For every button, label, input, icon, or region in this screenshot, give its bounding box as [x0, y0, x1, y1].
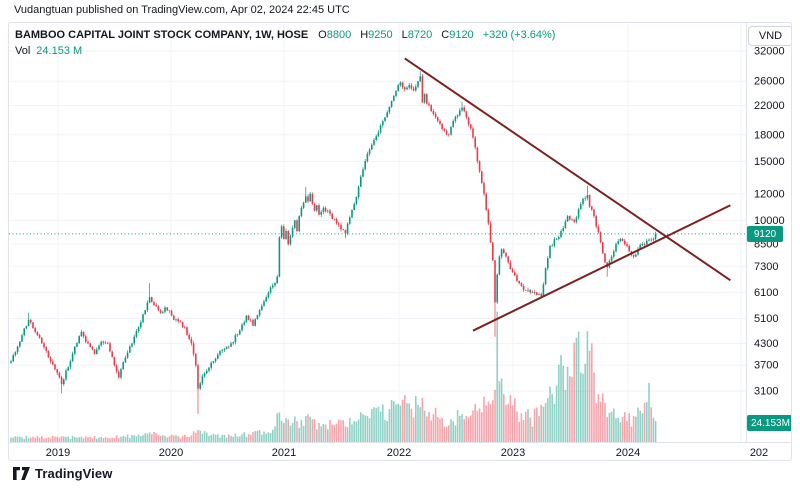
trendline-ascending-support[interactable] [472, 204, 731, 332]
svg-text:2023: 2023 [501, 447, 525, 459]
volume-bars [10, 311, 657, 442]
svg-text:4300: 4300 [754, 338, 778, 350]
attribution-text: Vudangtuan published on TradingView.com,… [14, 4, 350, 16]
svg-text:2024: 2024 [616, 447, 640, 459]
svg-text:15000: 15000 [754, 156, 785, 168]
svg-text:2020: 2020 [159, 447, 183, 459]
currency-button[interactable]: VND [748, 26, 791, 46]
candles [10, 70, 657, 414]
volume-label: Vol [15, 45, 31, 57]
price-axis-labels[interactable]: 3200026000220001800015000120001000085007… [754, 46, 785, 398]
svg-text:2021: 2021 [272, 447, 296, 459]
tradingview-logo-text: TradingView [35, 466, 113, 481]
svg-text:32000: 32000 [754, 46, 785, 58]
svg-text:2022: 2022 [387, 447, 411, 459]
tradingview-logo[interactable]: TradingView [13, 466, 112, 481]
low-value: L8720 [401, 29, 433, 41]
high-value: H9250 [360, 29, 393, 41]
svg-text:7300: 7300 [754, 261, 778, 273]
close-value: C9120 [441, 29, 474, 41]
chart-legend: BAMBOO CAPITAL JOINT STOCK COMPANY, 1W, … [15, 29, 555, 57]
svg-text:26000: 26000 [754, 76, 785, 88]
chart-card: 32000 26000 22000 18000 15000 12000 10000 8500 7… [8, 22, 792, 461]
last-price-badge: 9120 [747, 226, 783, 242]
tradingview-logo-icon [13, 467, 30, 480]
volume-legend: Vol 24.153 M [15, 45, 555, 57]
open-value: O8800 [318, 29, 352, 41]
trendline-descending-resistance[interactable] [404, 57, 731, 282]
svg-text:22000: 22000 [754, 100, 785, 112]
last-volume-badge: 24.153M [747, 415, 791, 431]
svg-text:10000: 10000 [754, 215, 785, 227]
chart-area[interactable]: 32000 26000 22000 18000 15000 12000 10000 8500 7… [9, 23, 791, 460]
svg-text:2019: 2019 [46, 447, 70, 459]
svg-text:12000: 12000 [754, 188, 785, 200]
change-value: +320 (+3.64%) [482, 29, 556, 41]
svg-text:5100: 5100 [754, 313, 778, 325]
chart-canvas[interactable]: 3200026000220001800015000120001000085007… [9, 23, 791, 460]
volume-value: 24.153 M [36, 45, 83, 57]
svg-text:3100: 3100 [754, 386, 778, 398]
svg-text:202: 202 [750, 447, 768, 459]
svg-text:3700: 3700 [754, 360, 778, 372]
grid-lines [9, 23, 746, 442]
svg-text:6100: 6100 [754, 287, 778, 299]
ohlc-values: O8800 H9250 L8720 C9120 [318, 29, 474, 41]
symbol-title[interactable]: BAMBOO CAPITAL JOINT STOCK COMPANY, 1W, … [15, 29, 309, 41]
time-axis-labels[interactable]: 2019 2020 2021 2022 2023 2024 202 [46, 447, 768, 459]
axis-separators [9, 23, 791, 443]
svg-text:18000: 18000 [754, 129, 785, 141]
